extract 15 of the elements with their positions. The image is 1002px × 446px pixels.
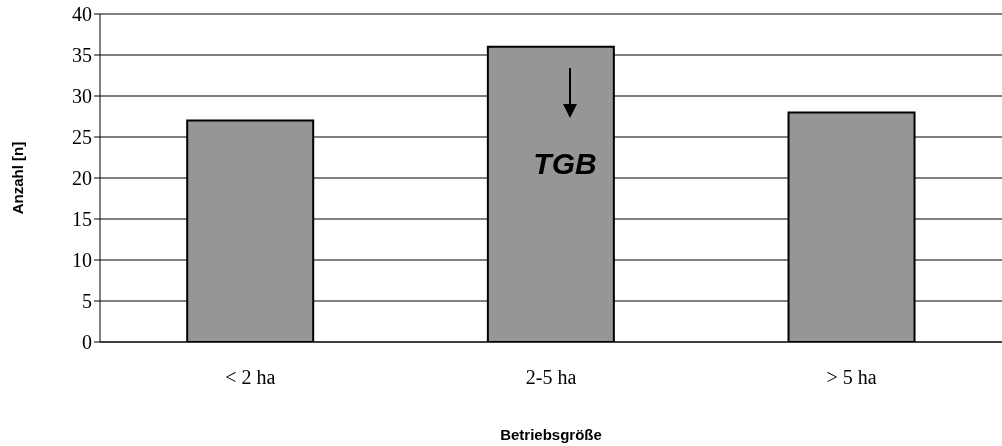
y-tick-label: 10: [72, 249, 92, 272]
y-tick-label: 0: [82, 331, 92, 354]
y-tick-label: 40: [72, 3, 92, 26]
y-tick-label: 15: [72, 208, 92, 231]
x-axis-title: Betriebsgröße: [500, 426, 602, 443]
annotation: TGB: [532, 147, 598, 180]
x-tick-label: > 5 ha: [826, 366, 877, 389]
y-tick-label: 20: [72, 167, 92, 190]
y-tick-label: 30: [72, 85, 92, 108]
x-tick-label: < 2 ha: [225, 366, 276, 389]
y-tick-label: 25: [72, 126, 92, 149]
y-tick-label: 5: [82, 290, 92, 313]
y-axis-title: Anzahl [n]: [9, 141, 27, 215]
y-tick-label: 35: [72, 44, 92, 67]
x-tick-label: 2-5 ha: [525, 366, 577, 389]
